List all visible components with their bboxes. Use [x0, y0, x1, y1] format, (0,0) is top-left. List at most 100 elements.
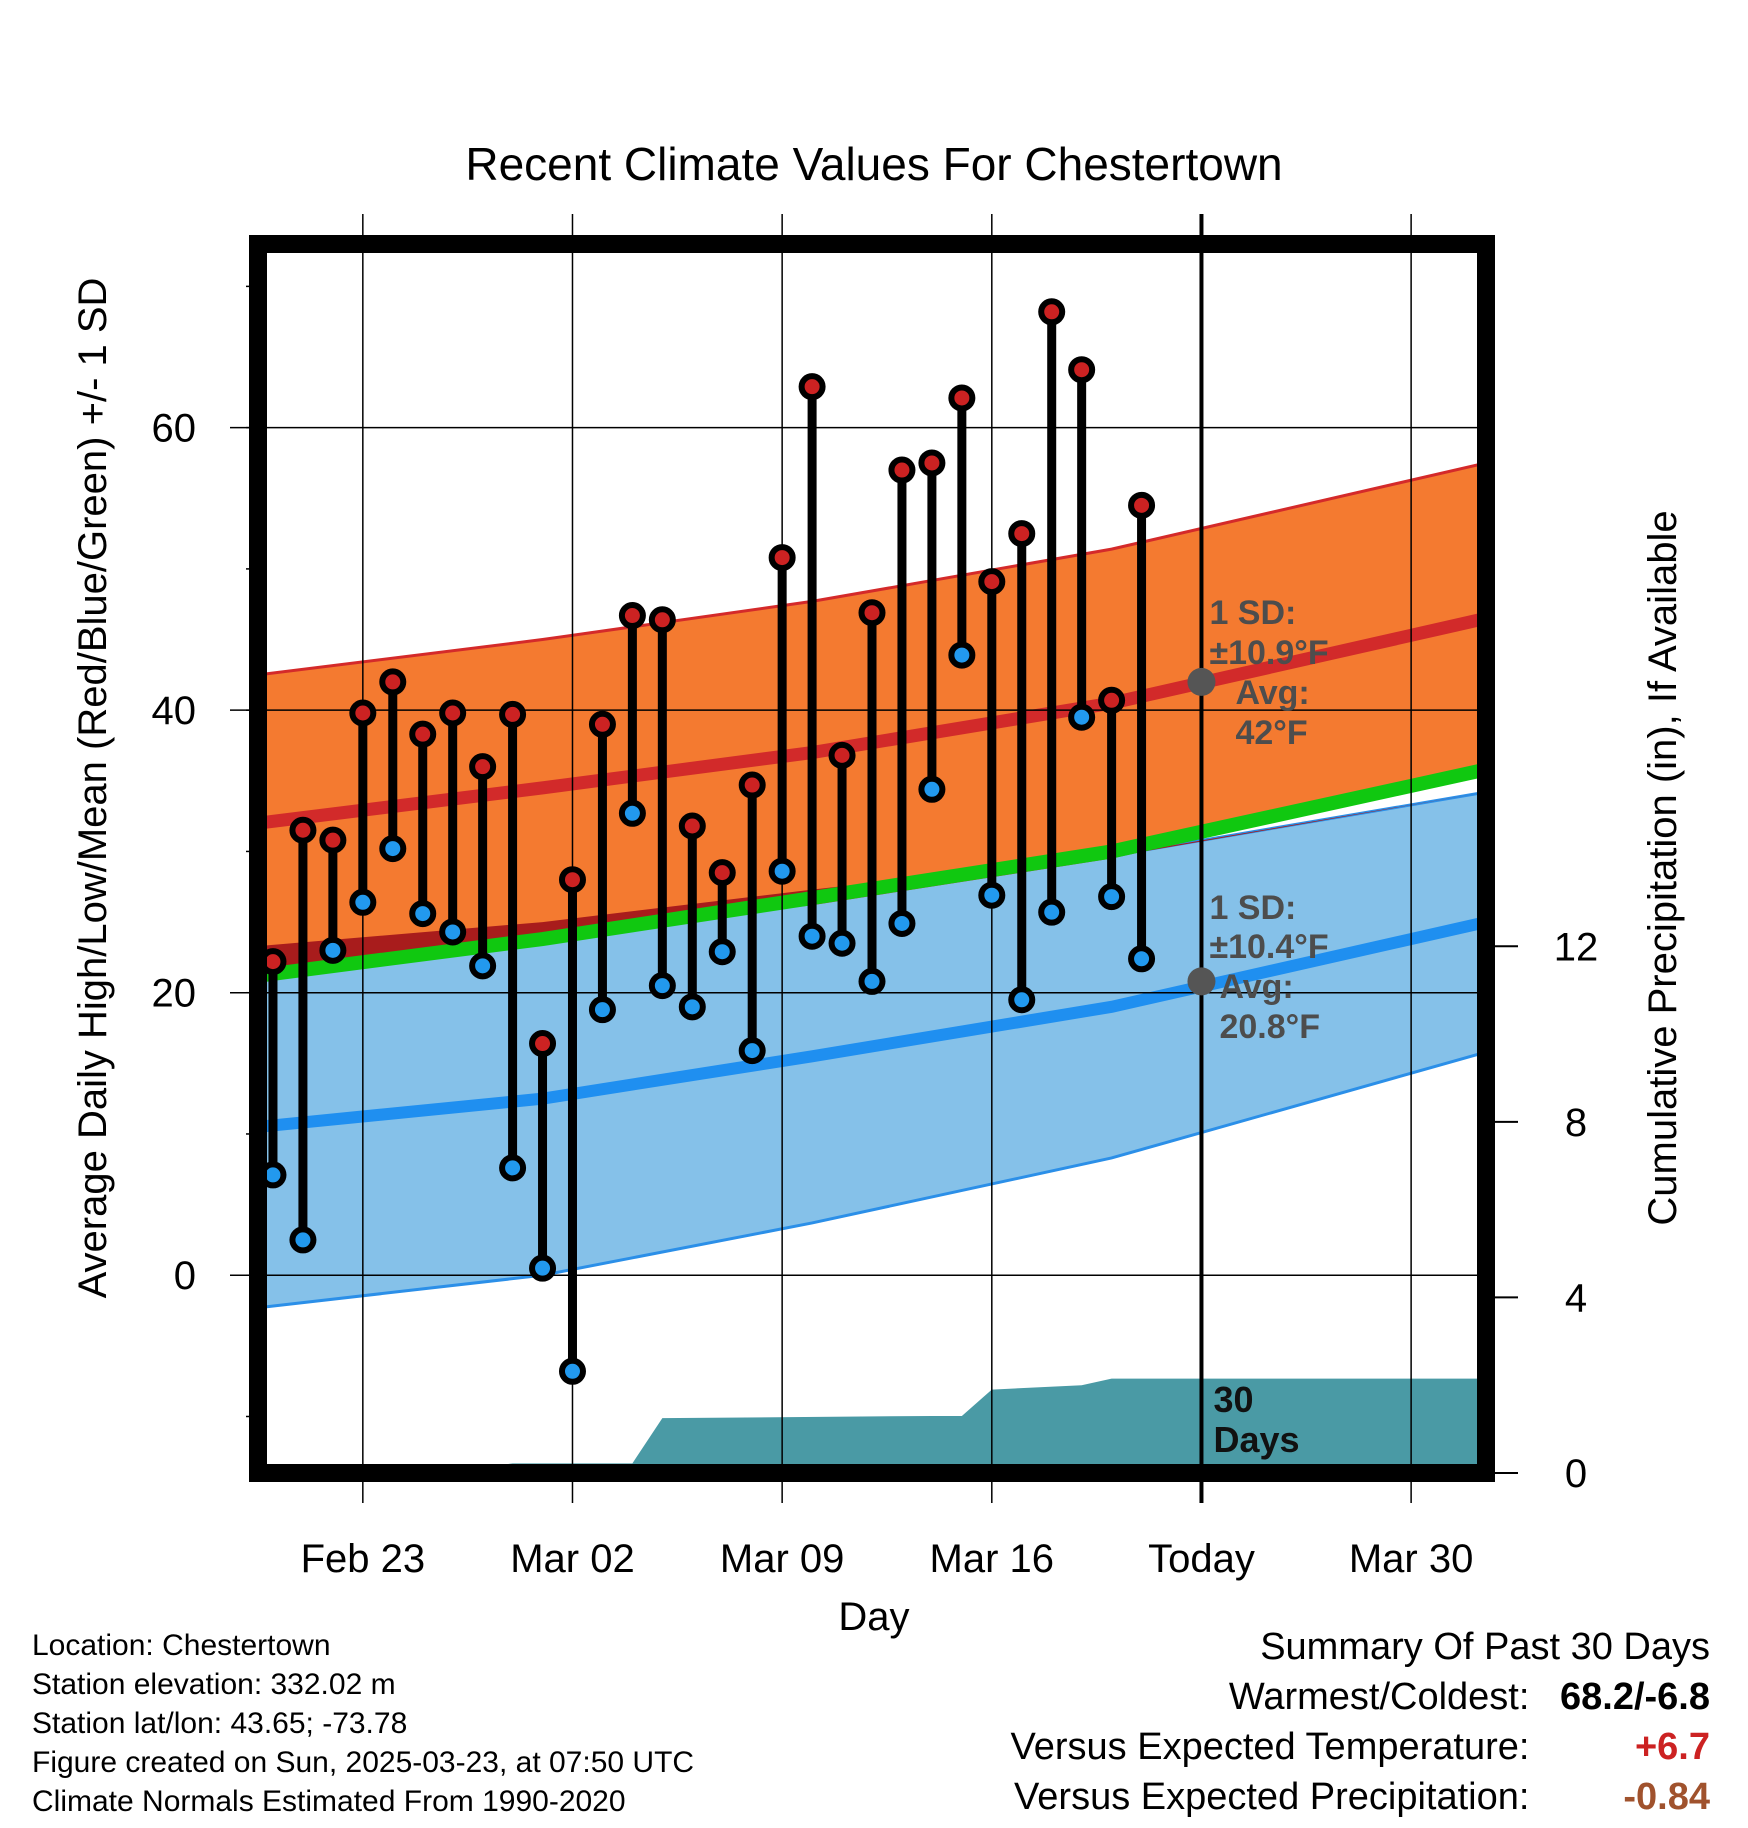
precip-label: Versus Expected Precipitation: [1014, 1776, 1530, 1818]
low-point [499, 1154, 527, 1182]
temp-value: +6.7 [1634, 1726, 1710, 1768]
high-point [588, 710, 616, 738]
high-avg-label: Avg: [1235, 674, 1309, 712]
low-point [798, 922, 826, 950]
high-point [1128, 491, 1156, 519]
high-point [439, 699, 467, 727]
high-point [409, 720, 437, 748]
summary-panel: Summary Of Past 30 Days Warmest/Coldest:… [1011, 1622, 1710, 1822]
low-point [1128, 945, 1156, 973]
high-point [828, 741, 856, 769]
low-point [588, 996, 616, 1024]
low-point [648, 972, 676, 1000]
low-sd-label: 1 SD: [1209, 889, 1296, 927]
high-point [948, 384, 976, 412]
high-point [469, 753, 497, 781]
low-point [618, 799, 646, 827]
y-tick-label: 0 [174, 1254, 196, 1298]
precip-row: Versus Expected Precipitation: -0.84 [1011, 1772, 1710, 1822]
low-point [738, 1037, 766, 1065]
y-tick-label: 60 [152, 407, 197, 451]
y-tick-label: 20 [152, 972, 197, 1016]
low-point [439, 918, 467, 946]
low-point [289, 1226, 317, 1254]
low-point [319, 936, 347, 964]
low-point [1008, 986, 1036, 1014]
high-point [918, 449, 946, 477]
high-point [978, 568, 1006, 596]
low-point [708, 938, 736, 966]
created-text: Figure created on Sun, 2025-03-23, at 07… [32, 1746, 695, 1779]
high-point [319, 826, 347, 854]
precip-days-label-2: Days [1213, 1419, 1299, 1460]
y-axis-right-label: Cumulative Precipitation (in), If Availa… [1641, 510, 1685, 1225]
high-avg-value: 42°F [1235, 714, 1307, 752]
high-avg-dot [1187, 667, 1216, 696]
high-point [1008, 520, 1036, 548]
high-point [499, 700, 527, 728]
high-point [1068, 356, 1096, 384]
x-tick-label: Mar 02 [510, 1537, 635, 1581]
high-sd-value: ±10.9°F [1209, 634, 1328, 672]
x-tick-label: Mar 09 [720, 1537, 845, 1581]
x-tick-label: Mar 16 [930, 1537, 1055, 1581]
high-point [858, 599, 886, 627]
low-point [558, 1357, 586, 1385]
high-point [888, 456, 916, 484]
low-avg-label: Avg: [1219, 968, 1293, 1006]
chart-title: Recent Climate Values For Chestertown [465, 138, 1282, 190]
high-point [349, 699, 377, 727]
location-text: Location: Chestertown [32, 1629, 331, 1662]
low-point [678, 993, 706, 1021]
high-point [289, 816, 317, 844]
x-axis-label: Day [838, 1595, 909, 1639]
low-point [469, 952, 497, 980]
low-point [1038, 898, 1066, 926]
high-point [1038, 298, 1066, 326]
high-point [618, 602, 646, 630]
low-point [409, 900, 437, 928]
low-point [828, 929, 856, 957]
high-point [678, 812, 706, 840]
low-point [858, 967, 886, 995]
warmest-value: 68.2/-6.8 [1560, 1676, 1710, 1718]
high-point [648, 606, 676, 634]
high-point [738, 771, 766, 799]
precip-days-label-1: 30 [1213, 1379, 1253, 1420]
low-point [529, 1254, 557, 1282]
low-point [768, 857, 796, 885]
x-tick-label: Today [1148, 1537, 1255, 1581]
precip-tick-label: 12 [1554, 925, 1599, 969]
high-point [379, 668, 407, 696]
latlon-text: Station lat/lon: 43.65; -73.78 [32, 1707, 408, 1740]
precip-tick-label: 0 [1565, 1452, 1587, 1496]
y-tick-label: 40 [152, 689, 197, 733]
low-avg-dot [1187, 967, 1216, 996]
low-point [948, 641, 976, 669]
precip-tick-label: 8 [1565, 1101, 1587, 1145]
low-sd-band-lower [258, 1050, 1486, 1310]
y-axis-label: Average Daily High/Low/Mean (Red/Blue/Gr… [71, 278, 115, 1299]
x-tick-label: Feb 23 [301, 1537, 426, 1581]
low-point [918, 775, 946, 803]
high-point [708, 859, 736, 887]
plot-frame [249, 235, 1495, 1482]
high-point [798, 373, 826, 401]
low-avg-value: 20.8°F [1219, 1008, 1320, 1046]
band-overlap [258, 792, 1486, 972]
summary-title: Summary Of Past 30 Days [1260, 1626, 1710, 1668]
low-sd-value: ±10.4°F [1209, 928, 1328, 966]
high-point [558, 866, 586, 894]
low-normal-line [258, 916, 1486, 1133]
warmest-row: Warmest/Coldest: 68.2/-6.8 [1011, 1672, 1710, 1722]
high-sd-label: 1 SD: [1209, 594, 1296, 632]
x-tick-label: Mar 30 [1349, 1537, 1474, 1581]
low-point [1098, 883, 1126, 911]
precip-tick-label: 4 [1565, 1276, 1587, 1320]
low-point [888, 909, 916, 937]
temp-label: Versus Expected Temperature: [1010, 1726, 1530, 1768]
low-point [379, 835, 407, 863]
warmest-label: Warmest/Coldest: [1228, 1676, 1530, 1718]
station-info: Location: Chestertown Station elevation:… [32, 1626, 694, 1821]
